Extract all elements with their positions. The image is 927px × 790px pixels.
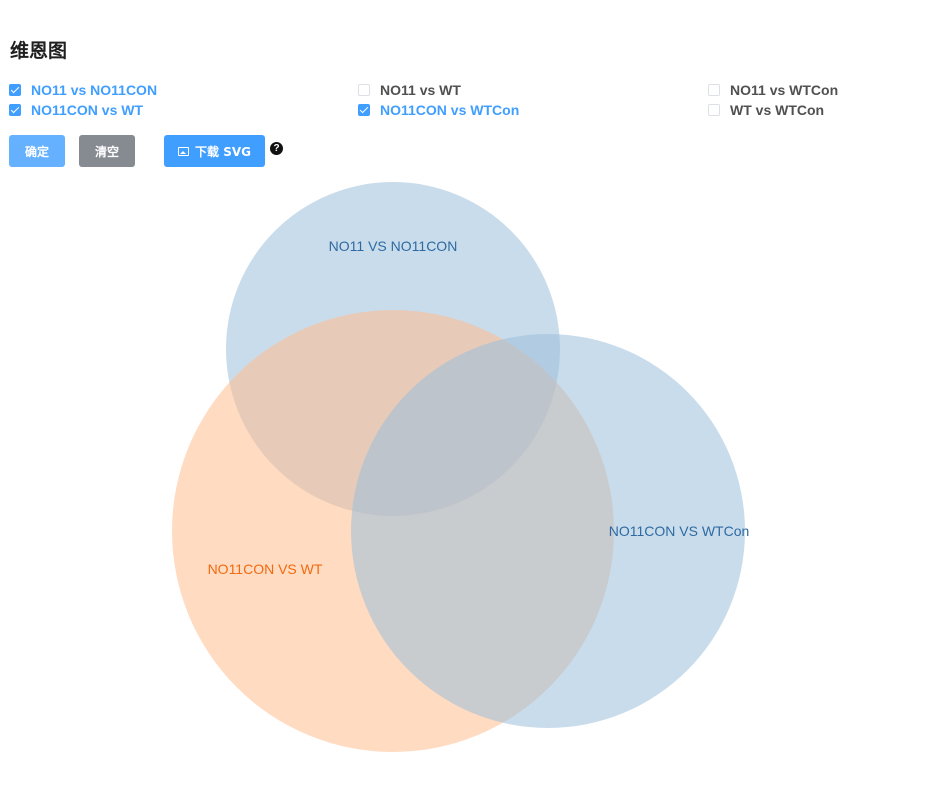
checkbox-label: NO11 vs WTCon	[730, 82, 839, 98]
checkbox-label: NO11CON vs WT	[31, 102, 144, 118]
checkbox-no11-vs-wt[interactable]: NO11 vs WT	[358, 81, 461, 99]
venn-label-no11con-vs-wtcon: NO11CON VS WTCon	[609, 523, 750, 539]
checkbox-no11-vs-no11con[interactable]: NO11 vs NO11CON	[9, 81, 157, 99]
checkbox-label: WT vs WTCon	[730, 102, 825, 118]
checkbox-box[interactable]	[358, 104, 370, 116]
help-icon[interactable]: ?	[270, 142, 283, 155]
venn-label-no11-vs-no11con: NO11 VS NO11CON	[329, 238, 458, 254]
checkbox-label: NO11 vs NO11CON	[31, 82, 158, 98]
checkbox-box[interactable]	[708, 104, 720, 116]
clear-button[interactable]: 清空	[79, 135, 135, 167]
checkbox-no11-vs-wtcon[interactable]: NO11 vs WTCon	[708, 81, 838, 99]
checkbox-box[interactable]	[9, 84, 21, 96]
checkbox-no11con-vs-wt[interactable]: NO11CON vs WT	[9, 101, 143, 119]
checkbox-box[interactable]	[358, 84, 370, 96]
checkbox-no11con-vs-wtcon[interactable]: NO11CON vs WTCon	[358, 101, 519, 119]
checkbox-label: NO11CON vs WTCon	[380, 102, 520, 118]
picture-icon	[178, 146, 190, 156]
checkbox-box[interactable]	[708, 84, 720, 96]
page-title: 维恩图	[10, 40, 68, 62]
venn-label-no11con-vs-wt: NO11CON VS WT	[208, 561, 323, 577]
confirm-button[interactable]: 确定	[9, 135, 65, 167]
checkbox-wt-vs-wtcon[interactable]: WT vs WTCon	[708, 101, 824, 119]
download-svg-button[interactable]: 下载 SVG	[164, 135, 265, 167]
checkbox-label: NO11 vs WT	[380, 82, 461, 98]
venn-circle-no11con-vs-wtcon[interactable]	[351, 334, 745, 728]
download-svg-label: 下载 SVG	[195, 144, 251, 159]
checkbox-box[interactable]	[9, 104, 21, 116]
